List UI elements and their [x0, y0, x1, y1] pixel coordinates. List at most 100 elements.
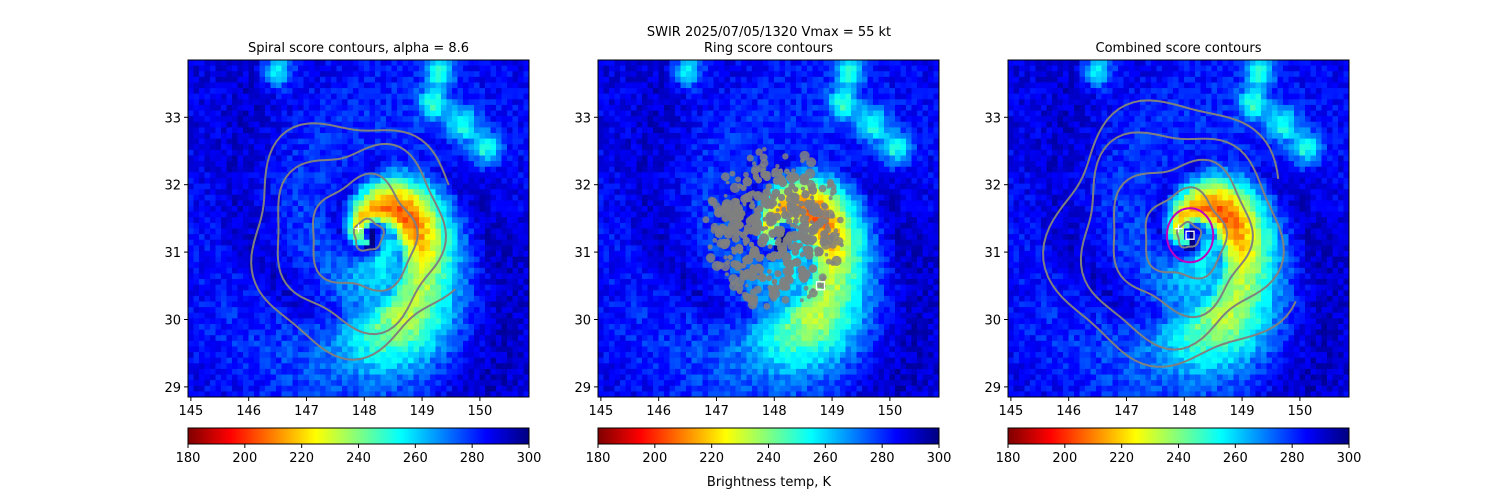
heatmap-cell — [347, 222, 354, 230]
heatmap-cell — [636, 149, 643, 157]
heatmap-cell — [199, 172, 206, 179]
heatmap-cell — [281, 110, 288, 117]
heatmap-cell — [232, 357, 239, 364]
heatmap-cell — [402, 357, 409, 364]
x-tick-label: 147 — [294, 404, 319, 419]
heatmap-cell — [221, 323, 228, 331]
heatmap-cell — [259, 183, 266, 190]
heatmap-cell — [265, 250, 272, 258]
heatmap-cell — [199, 267, 206, 275]
heatmap-cell — [237, 245, 244, 252]
heatmap-cell — [298, 222, 305, 230]
heatmap-cell — [441, 166, 448, 173]
heatmap — [188, 60, 529, 397]
heatmap-cell — [215, 93, 222, 100]
heatmap-cell — [402, 88, 409, 95]
heatmap-cell — [424, 256, 431, 263]
heatmap-cell — [457, 329, 464, 336]
heatmap-cell — [675, 138, 682, 145]
heatmap-cell — [457, 228, 464, 235]
heatmap-cell — [507, 166, 514, 173]
heatmap-cell — [232, 380, 239, 387]
heatmap-cell — [507, 352, 514, 359]
heatmap-cell — [226, 166, 233, 173]
heatmap-cell — [358, 65, 365, 72]
heatmap-cell — [188, 329, 195, 336]
heatmap-cell — [188, 385, 195, 392]
heatmap-cell — [413, 93, 420, 100]
heatmap-cell — [221, 133, 228, 140]
heatmap-cell — [199, 211, 206, 218]
heatmap-cell — [314, 391, 321, 397]
heatmap-cell — [254, 391, 261, 397]
heatmap-cell — [697, 121, 704, 128]
heatmap-cell — [331, 295, 338, 303]
heatmap-cell — [512, 138, 519, 145]
heatmap-cell — [779, 110, 786, 117]
heatmap-cell — [298, 262, 305, 269]
heatmap-cell — [199, 121, 206, 128]
heatmap-cell — [397, 234, 404, 241]
heatmap-cell — [226, 71, 233, 78]
heatmap-cell — [276, 352, 283, 359]
heatmap-cell — [375, 295, 382, 303]
heatmap-cell — [292, 60, 299, 67]
heatmap-cell — [446, 161, 453, 168]
heatmap-cell — [785, 144, 792, 151]
heatmap-cell — [840, 133, 847, 140]
heatmap-cell — [752, 65, 759, 72]
heatmap-cell — [221, 385, 228, 392]
heatmap-cell — [818, 110, 825, 117]
heatmap-cell — [603, 155, 610, 162]
heatmap-cell — [193, 149, 200, 157]
heatmap-cell — [884, 133, 891, 140]
heatmap-cell — [380, 385, 387, 392]
heatmap-cell — [501, 340, 508, 348]
heatmap-cell — [845, 71, 852, 78]
heatmap-cell — [917, 88, 924, 95]
heatmap-cell — [265, 312, 272, 319]
heatmap-cell — [730, 110, 737, 117]
heatmap-cell — [922, 138, 929, 145]
heatmap-cell — [375, 144, 382, 151]
heatmap-cell — [265, 318, 272, 325]
heatmap-cell — [397, 104, 404, 112]
heatmap-cell — [642, 71, 649, 78]
heatmap-cell — [928, 65, 935, 72]
heatmap-cell — [642, 166, 649, 173]
heatmap-cell — [796, 121, 803, 128]
heatmap-cell — [210, 76, 217, 84]
heatmap-cell — [215, 273, 222, 280]
heatmap-cell — [779, 121, 786, 128]
heatmap-cell — [243, 239, 250, 246]
heatmap-cell — [210, 368, 217, 376]
heatmap-cell — [369, 194, 376, 202]
heatmap-cell — [474, 368, 481, 376]
heatmap-cell — [479, 312, 486, 319]
heatmap-cell — [474, 245, 481, 252]
heatmap-cell — [287, 155, 294, 162]
heatmap-cell — [474, 144, 481, 151]
heatmap-cell — [796, 65, 803, 72]
heatmap-cell — [452, 323, 459, 331]
heatmap-cell — [199, 133, 206, 140]
heatmap-cell — [215, 206, 222, 213]
heatmap-cell — [512, 155, 519, 162]
heatmap-cell — [232, 250, 239, 258]
heatmap-cell — [270, 245, 277, 252]
heatmap-cell — [631, 149, 638, 157]
heatmap-cell — [823, 144, 830, 151]
heatmap-cell — [342, 323, 349, 331]
heatmap-cell — [353, 88, 360, 95]
heatmap-cell — [468, 329, 475, 336]
heatmap-cell — [430, 222, 437, 230]
heatmap-cell — [342, 267, 349, 275]
heatmap-cell — [834, 155, 841, 162]
heatmap-cell — [653, 110, 660, 117]
heatmap-cell — [397, 312, 404, 319]
heatmap-cell — [193, 82, 200, 89]
heatmap-cell — [199, 357, 206, 364]
heatmap-cell — [452, 65, 459, 72]
heatmap-cell — [188, 256, 195, 263]
heatmap-cell — [237, 284, 244, 291]
